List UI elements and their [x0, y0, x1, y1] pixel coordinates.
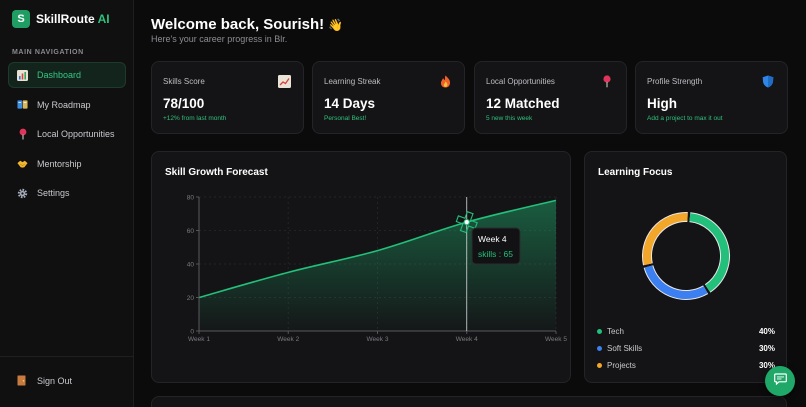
stat-title: Skills Score	[163, 77, 205, 86]
legend-label: Soft Skills	[607, 344, 643, 353]
stat-value: 14 Days	[324, 96, 376, 111]
bottom-panel	[151, 396, 787, 407]
sign-out-label: Sign Out	[37, 375, 73, 386]
stat-value: High	[647, 96, 677, 111]
learning-focus-panel: Learning Focus Tech 40% Soft Skills 30% …	[584, 151, 787, 383]
nav-heading: MAIN NAVIGATION	[12, 49, 84, 56]
legend-dot	[597, 329, 602, 334]
fire-icon	[438, 74, 452, 88]
x-tick-label: Week 4	[456, 336, 478, 343]
app-logo[interactable]: S SkillRoute AI	[12, 10, 110, 28]
pin-icon	[17, 128, 28, 140]
sidebar-item-label: Dashboard	[37, 70, 82, 80]
legend-item-projects: Projects 30%	[597, 361, 775, 370]
y-tick-label: 0	[190, 329, 194, 336]
gear-icon	[17, 188, 28, 199]
donut-slice-projects[interactable]	[643, 213, 688, 266]
learning-focus-donut[interactable]	[585, 152, 786, 322]
bar-chart-icon	[17, 69, 28, 81]
chat-button[interactable]	[765, 366, 795, 396]
stat-sub: Add a project to max it out	[647, 115, 723, 122]
series-line-skills	[198, 199, 557, 299]
main-nav: Dashboard My Roadmap Local Opportunities…	[8, 62, 126, 210]
x-tick-label: Week 3	[367, 336, 389, 343]
legend-label: Projects	[607, 361, 636, 370]
logo-badge: S	[12, 10, 30, 28]
chat-icon	[773, 372, 787, 390]
donut-slice-soft-skills[interactable]	[644, 265, 708, 299]
page-subtitle: Here's your career progress in Blr.	[151, 34, 288, 44]
tooltip-value: skills : 65	[478, 249, 513, 259]
sidebar-item-roadmap[interactable]: My Roadmap	[8, 92, 126, 118]
stat-card-local-opportunities: Local Opportunities 12 Matched 5 new thi…	[474, 61, 627, 134]
legend-item-soft-skills: Soft Skills 30%	[597, 344, 775, 353]
sidebar-item-settings[interactable]: Settings	[8, 180, 126, 206]
sidebar-item-label: Mentorship	[37, 158, 82, 169]
y-tick-label: 20	[187, 295, 195, 302]
legend-item-tech: Tech 40%	[597, 327, 775, 336]
shield-icon	[761, 74, 775, 88]
trend-chart-icon	[277, 74, 291, 88]
hover-crosshair	[455, 210, 478, 234]
y-tick-label: 40	[187, 262, 195, 269]
sign-out-button[interactable]: Sign Out	[16, 375, 72, 386]
y-tick-label: 80	[187, 195, 195, 202]
legend-label: Tech	[607, 327, 624, 336]
donut-slice-tech[interactable]	[689, 213, 729, 292]
panel-title: Skill Growth Forecast	[165, 167, 268, 178]
legend-value: 30%	[758, 344, 775, 353]
sidebar-item-dashboard[interactable]: Dashboard	[8, 62, 126, 88]
legend-dot	[597, 346, 602, 351]
stat-value: 12 Matched	[486, 96, 560, 111]
tooltip-box	[471, 227, 521, 265]
stat-title: Local Opportunities	[486, 77, 555, 86]
app-name: SkillRoute AI	[36, 12, 110, 26]
legend-dot	[597, 363, 602, 368]
wave-icon: 👋	[328, 18, 344, 32]
stat-card-skills-score: Skills Score 78/100 +12% from last month	[151, 61, 304, 134]
sidebar-item-mentorship[interactable]: Mentorship	[8, 151, 126, 177]
stat-sub: 5 new this week	[486, 115, 533, 122]
sidebar-item-label: My Roadmap	[37, 99, 91, 110]
sidebar-item-label: Local Opportunities	[37, 129, 115, 140]
tooltip-label: Week 4	[478, 234, 507, 244]
y-tick-label: 60	[187, 228, 195, 235]
stat-sub: +12% from last month	[163, 115, 227, 122]
pin-icon	[600, 74, 614, 88]
panel-title: Learning Focus	[598, 167, 673, 178]
series-area-skills	[199, 200, 556, 331]
stat-value: 78/100	[163, 96, 205, 111]
stat-sub: Personal Best!	[324, 115, 367, 122]
x-tick-label: Week 5	[545, 336, 567, 343]
page-title: Welcome back, Sourish! 👋	[151, 16, 344, 33]
book-icon	[17, 99, 28, 110]
stat-title: Profile Strength	[647, 77, 703, 86]
skill-growth-forecast-panel: Skill Growth Forecast 0 20 40 60 80 Week 1 Wee…	[151, 151, 571, 383]
active-point	[463, 219, 470, 226]
stat-card-learning-streak: Learning Streak 14 Days Personal Best!	[312, 61, 465, 134]
door-icon	[16, 375, 27, 386]
sidebar-divider	[0, 356, 134, 357]
x-tick-label: Week 1	[188, 336, 210, 343]
x-tick-label: Week 2	[277, 336, 299, 343]
sidebar-item-local-opportunities[interactable]: Local Opportunities	[8, 121, 126, 147]
sidebar: S SkillRoute AI MAIN NAVIGATION Dashboar…	[0, 0, 134, 407]
chart-tooltip: Week 4 skills : 65	[471, 227, 521, 265]
sidebar-item-label: Settings	[37, 188, 70, 199]
legend-value: 40%	[758, 327, 775, 336]
stat-title: Learning Streak	[324, 77, 381, 86]
handshake-icon	[17, 158, 28, 169]
legend-value: 30%	[758, 361, 775, 370]
stat-card-profile-strength: Profile Strength High Add a project to m…	[635, 61, 788, 134]
